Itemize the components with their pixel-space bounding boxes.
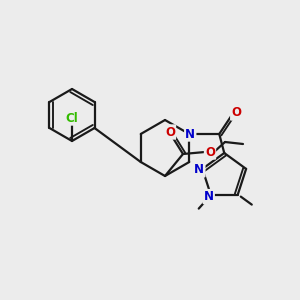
Text: O: O — [205, 146, 215, 158]
Text: O: O — [165, 125, 175, 139]
Text: N: N — [185, 128, 195, 140]
Text: O: O — [231, 106, 241, 119]
Text: N: N — [194, 164, 204, 176]
Text: Cl: Cl — [66, 112, 78, 124]
Text: N: N — [204, 190, 214, 203]
